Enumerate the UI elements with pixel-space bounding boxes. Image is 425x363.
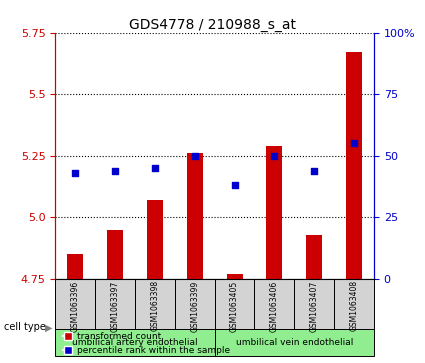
- FancyBboxPatch shape: [95, 279, 135, 329]
- Point: [231, 182, 238, 188]
- Text: GDS4778 / 210988_s_at: GDS4778 / 210988_s_at: [129, 18, 296, 32]
- Bar: [147, 200, 163, 279]
- Bar: [346, 52, 362, 279]
- Point: [311, 168, 317, 174]
- FancyBboxPatch shape: [215, 329, 374, 356]
- FancyBboxPatch shape: [55, 279, 95, 329]
- FancyBboxPatch shape: [334, 279, 374, 329]
- Point: [271, 153, 278, 159]
- FancyBboxPatch shape: [135, 279, 175, 329]
- Text: umbilical artery endothelial: umbilical artery endothelial: [72, 338, 198, 347]
- FancyBboxPatch shape: [175, 279, 215, 329]
- FancyBboxPatch shape: [55, 329, 215, 356]
- FancyBboxPatch shape: [215, 279, 255, 329]
- Text: ▶: ▶: [45, 322, 52, 333]
- Text: GSM1063399: GSM1063399: [190, 280, 199, 332]
- Point: [151, 165, 158, 171]
- Text: GSM1063406: GSM1063406: [270, 280, 279, 332]
- Point: [72, 170, 79, 176]
- Bar: [187, 153, 203, 279]
- Legend: transformed count, percentile rank within the sample: transformed count, percentile rank withi…: [60, 329, 234, 359]
- Text: GSM1063407: GSM1063407: [310, 280, 319, 332]
- Point: [112, 168, 119, 174]
- Bar: [67, 254, 83, 279]
- Bar: [306, 234, 322, 279]
- Text: GSM1063405: GSM1063405: [230, 280, 239, 332]
- Point: [351, 140, 357, 146]
- Bar: [107, 229, 123, 279]
- Point: [191, 153, 198, 159]
- Text: GSM1063398: GSM1063398: [150, 280, 159, 331]
- Text: cell type: cell type: [4, 322, 49, 333]
- Text: GSM1063396: GSM1063396: [71, 280, 79, 332]
- Bar: [266, 146, 282, 279]
- FancyBboxPatch shape: [255, 279, 294, 329]
- Bar: [227, 274, 243, 279]
- Text: GSM1063408: GSM1063408: [350, 280, 359, 331]
- Text: umbilical vein endothelial: umbilical vein endothelial: [235, 338, 353, 347]
- Text: GSM1063397: GSM1063397: [110, 280, 119, 332]
- FancyBboxPatch shape: [294, 279, 334, 329]
